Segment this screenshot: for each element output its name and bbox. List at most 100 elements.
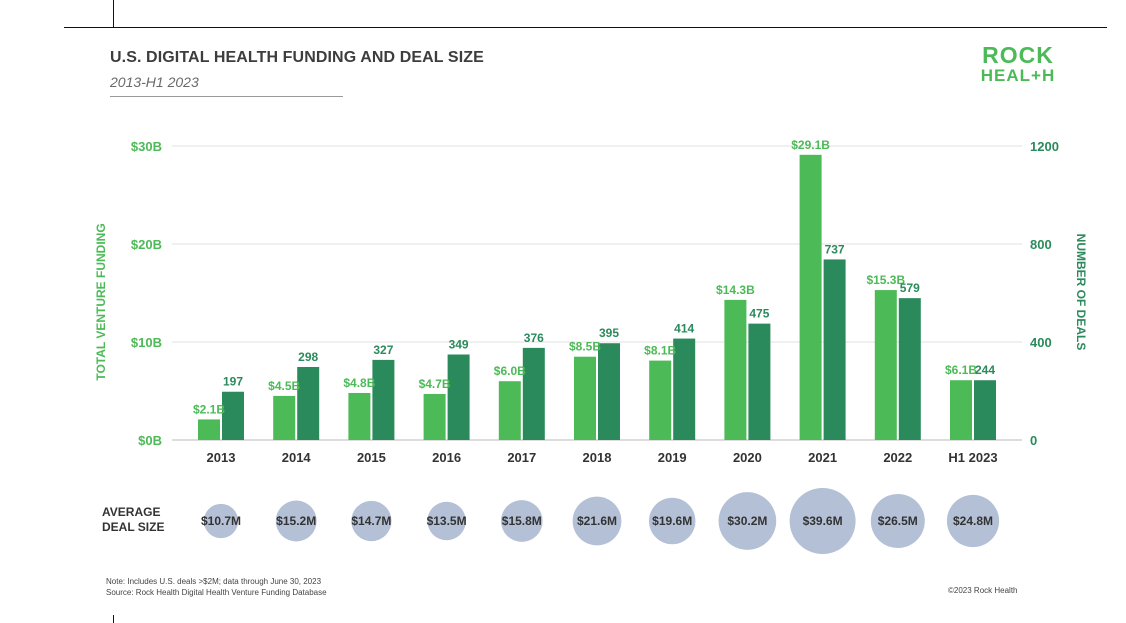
funding-data-label: $6.1B — [945, 363, 977, 377]
y-tick-label-right: 0 — [1030, 433, 1037, 448]
funding-bar — [874, 290, 897, 440]
avg-deal-size-bubble — [648, 497, 696, 545]
avg-deal-size-label: $14.7M — [351, 514, 391, 528]
deals-bar — [222, 391, 244, 440]
deals-bar — [898, 298, 921, 440]
avg-deal-size-bubble — [572, 496, 622, 546]
funding-data-label: $4.8B — [343, 376, 375, 390]
avg-deal-size-label: $13.5M — [427, 514, 467, 528]
y-axis-title-right: NUMBER OF DEALS — [1074, 234, 1088, 351]
funding-bar — [198, 419, 220, 440]
y-tick-label-left: $20B — [131, 237, 162, 252]
avg-deal-size-bubble — [500, 500, 543, 542]
funding-bar — [348, 392, 371, 440]
avg-deal-size-bubble — [427, 501, 466, 541]
funding-data-label: $2.1B — [193, 402, 225, 416]
y-tick-label-right: 800 — [1030, 237, 1052, 252]
deals-bar — [673, 338, 696, 440]
title-underline — [110, 96, 343, 97]
y-tick-label-right: 1200 — [1030, 139, 1059, 154]
avg-deal-size-label: $30.2M — [727, 514, 767, 528]
funding-bar — [423, 393, 446, 440]
deals-data-label: 327 — [373, 343, 393, 357]
footnote: Note: Includes U.S. deals >$2M; data thr… — [106, 576, 327, 598]
funding-bar — [498, 381, 521, 440]
avg-deal-size-bubble — [275, 500, 317, 542]
deals-data-label: 579 — [900, 281, 920, 295]
funding-data-label: $15.3B — [866, 273, 905, 287]
x-tick-label: H1 2023 — [948, 450, 997, 465]
x-tick-label: 2021 — [808, 450, 837, 465]
avg-deal-size-label: $15.2M — [276, 514, 316, 528]
source-text: Source: Rock Health Digital Health Ventu… — [106, 588, 327, 597]
y-axis-title-left: TOTAL VENTURE FUNDING — [94, 223, 108, 380]
avg-deal-size-bubble — [789, 488, 856, 554]
x-tick-label: 2020 — [733, 450, 762, 465]
funding-bar — [649, 360, 672, 440]
frame-line-left-top — [113, 0, 114, 27]
x-tick-label: 2014 — [282, 450, 312, 465]
deals-data-label: 298 — [298, 350, 318, 364]
avg-deal-size-label: $19.6M — [652, 514, 692, 528]
y-tick-label-left: $0B — [138, 433, 162, 448]
funding-data-label: $14.3B — [716, 283, 755, 297]
deals-data-label: 349 — [449, 337, 469, 351]
avg-deal-size-bubble — [351, 500, 392, 542]
avg-deal-size-label: $21.6M — [577, 514, 617, 528]
deals-bar — [974, 380, 996, 440]
x-tick-label: 2015 — [357, 450, 386, 465]
funding-data-label: $6.0B — [494, 364, 526, 378]
deals-bar — [297, 366, 320, 440]
funding-data-label: $29.1B — [791, 138, 830, 152]
y-tick-label-left: $10B — [131, 335, 162, 350]
deals-data-label: 475 — [749, 307, 769, 321]
note-text: Note: Includes U.S. deals >$2M; data thr… — [106, 577, 322, 586]
funding-data-label: $4.7B — [419, 377, 451, 391]
copyright: ©2023 Rock Health — [948, 586, 1018, 595]
funding-data-label: $8.5B — [569, 340, 601, 354]
avg-deal-size-label: $10.7M — [201, 514, 241, 528]
avg-deal-size-bubble — [203, 503, 239, 539]
x-tick-label: 2013 — [207, 450, 236, 465]
logo-line-1: ROCK — [982, 42, 1054, 68]
y-tick-label-right: 400 — [1030, 335, 1052, 350]
deals-data-label: 737 — [825, 242, 845, 256]
chart-subtitle: 2013-H1 2023 — [110, 74, 199, 90]
funding-bar — [950, 380, 972, 440]
deals-data-label: 244 — [975, 363, 995, 377]
x-tick-label: 2017 — [507, 450, 536, 465]
x-tick-label: 2018 — [583, 450, 612, 465]
deals-bar — [372, 359, 395, 440]
avg-deal-size-label: $24.8M — [953, 514, 993, 528]
deals-bar — [748, 323, 771, 440]
avg-deal-size-label: $26.5M — [878, 514, 918, 528]
frame-line-left-bottom — [113, 615, 114, 623]
avg-deal-size-label: $15.8M — [502, 514, 542, 528]
deals-bar — [823, 259, 846, 440]
deals-bar — [447, 354, 470, 440]
avg-deal-size-bubble — [870, 494, 925, 548]
deals-data-label: 395 — [599, 326, 619, 340]
x-tick-label: 2016 — [432, 450, 461, 465]
funding-data-label: $4.5B — [268, 379, 300, 393]
funding-bar — [273, 395, 296, 440]
y-tick-label-left: $30B — [131, 139, 162, 154]
logo-line-2: HEAL+H — [980, 66, 1056, 85]
rock-health-logo: ROCK HEAL+H — [970, 44, 1066, 88]
deals-data-label: 414 — [674, 322, 694, 336]
x-tick-label: 2019 — [658, 450, 687, 465]
avg-deal-size-label: $39.6M — [803, 514, 843, 528]
frame-line-top — [64, 27, 1107, 28]
deals-data-label: 376 — [524, 331, 544, 345]
avg-deal-size-title-line1: AVERAGE — [102, 505, 160, 519]
funding-data-label: $8.1B — [644, 344, 676, 358]
deals-bar — [598, 343, 620, 440]
avg-deal-size-title-line2: DEAL SIZE — [102, 520, 164, 534]
funding-bar — [574, 356, 596, 440]
deals-data-label: 197 — [223, 375, 243, 389]
funding-bar — [724, 299, 747, 440]
x-tick-label: 2022 — [883, 450, 912, 465]
avg-deal-size-bubble — [946, 494, 1000, 548]
funding-bar — [799, 154, 822, 440]
